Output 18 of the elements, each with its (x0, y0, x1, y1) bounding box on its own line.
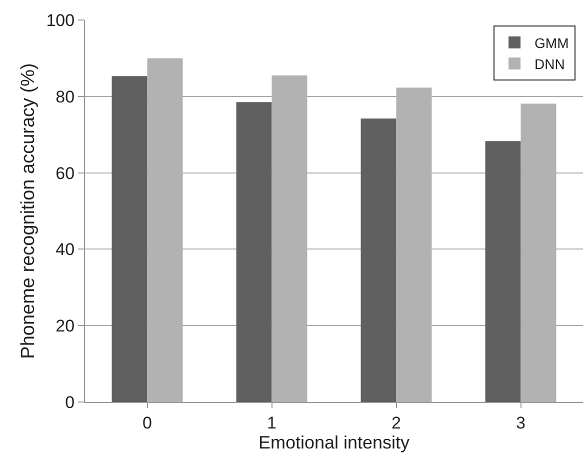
y-tick-label: 20 (56, 316, 75, 336)
x-axis-title: Emotional intensity (258, 432, 410, 452)
y-tick-label: 100 (46, 10, 75, 30)
bar (112, 76, 148, 402)
y-axis-title: Phoneme recognition accuracy (%) (18, 63, 40, 359)
y-tick-label: 0 (65, 392, 75, 412)
bar (485, 141, 521, 402)
y-tick-label: 40 (56, 240, 75, 260)
y-tick-label: 60 (56, 164, 75, 183)
bar (360, 118, 396, 402)
legend-label: GMM (534, 34, 569, 51)
x-tick-label: 3 (516, 413, 526, 432)
bar (236, 102, 272, 402)
x-tick-label: 1 (267, 413, 276, 432)
x-tick-label: 2 (392, 413, 401, 432)
legend-label: DNN (534, 56, 565, 72)
x-tick-label: 0 (142, 413, 152, 432)
y-tick-label: 80 (56, 87, 75, 106)
